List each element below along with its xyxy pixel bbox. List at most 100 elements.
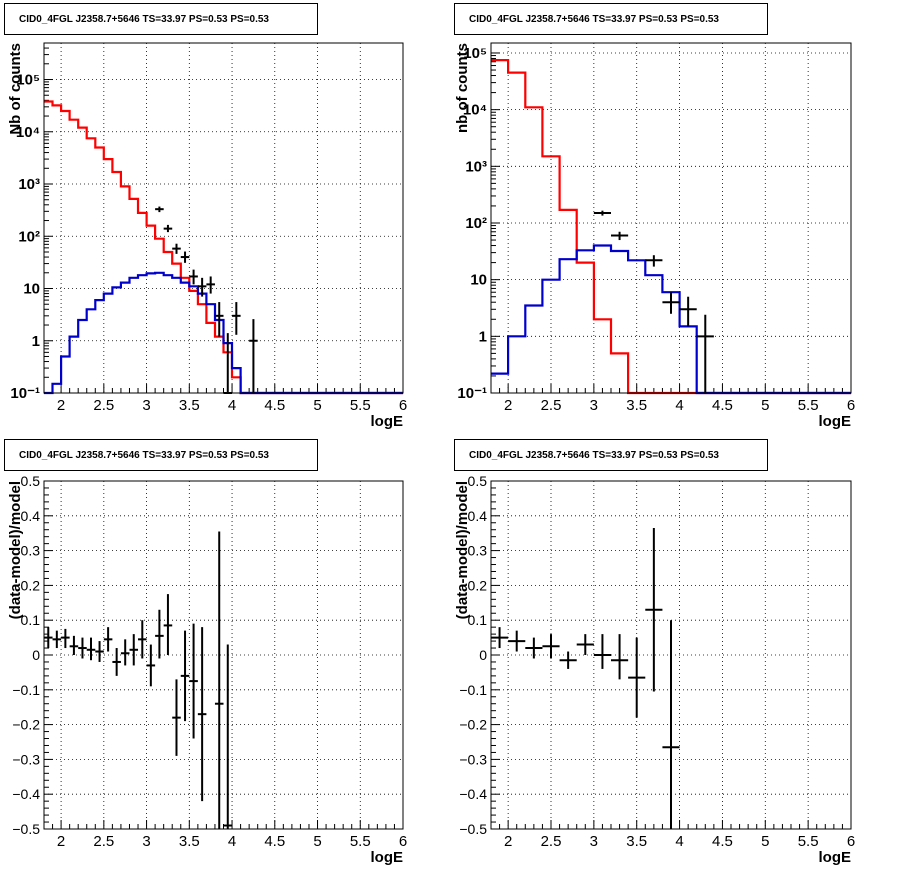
y-tick-label: 10⁵ <box>463 45 487 62</box>
plot-frame <box>490 480 852 830</box>
y-tick-label: −0.2 <box>459 717 487 733</box>
title-counts-right: CID0_4FGL J2358.7+5646 TS=33.97 PS=0.53 … <box>454 3 768 35</box>
y-axis-title: nb of counts <box>454 43 471 133</box>
data-point <box>95 641 104 662</box>
x-tick-label: 2.5 <box>541 397 562 414</box>
axis-ticks <box>43 42 404 394</box>
data-point <box>120 639 130 666</box>
data-point <box>189 269 198 285</box>
data-point <box>662 292 680 314</box>
y-tick-label: 0.4 <box>468 508 488 524</box>
y-tick-label: 0 <box>479 647 487 663</box>
y-axis-title: (data-model)/model <box>454 481 471 619</box>
x-tick-label: 2.5 <box>93 397 114 414</box>
x-tick-label: 2 <box>504 833 512 850</box>
data-point <box>611 634 629 680</box>
y-tick-label: 10 <box>23 281 40 298</box>
data-point <box>525 637 543 659</box>
y-tick-label: 0.4 <box>21 508 41 524</box>
data-point <box>593 634 611 669</box>
data-point <box>180 251 190 263</box>
x-axis-title: logE <box>819 849 852 866</box>
data-points <box>593 210 714 393</box>
data-point <box>576 634 594 655</box>
y-tick-label: −0.5 <box>12 821 40 837</box>
y-tick-label: 10⁴ <box>463 102 487 119</box>
y-tick-label: −0.4 <box>12 786 40 802</box>
x-tick-label: 5.5 <box>798 833 819 850</box>
x-tick-label: 6 <box>847 397 855 414</box>
panel-residuals-left: 2 2.5 3 3.5 4 4.5 5 5.5 6 −0.5 −0.4 −0.3 −0.2 −0.1 0 0.… <box>7 473 407 866</box>
y-tick-label: 10⁴ <box>16 124 40 141</box>
y-tick-label: 0.1 <box>21 612 41 628</box>
x-axis-title: logE <box>371 413 404 430</box>
data-point <box>645 255 663 267</box>
plot-area <box>491 43 851 393</box>
x-tick-label: 4 <box>675 397 683 414</box>
plot-frame <box>490 42 852 394</box>
x-tick-label: 6 <box>847 833 855 850</box>
x-tick-label: 3.5 <box>179 397 200 414</box>
data-point <box>197 627 207 802</box>
panel-counts-left: 2 2.5 3 3.5 4 4.5 5 5.5 6 10⁻¹ 1 10 10² 10³ 10⁴ 10⁵ logE… <box>7 42 407 430</box>
data-point <box>155 609 164 659</box>
plot-area <box>44 481 403 829</box>
x-tick-label: 4.5 <box>712 397 733 414</box>
data-point <box>86 637 96 661</box>
y-tick-label: 10⁻¹ <box>457 385 487 402</box>
data-point <box>78 637 87 659</box>
x-tick-label: 2 <box>504 397 512 414</box>
x-tick-label: 3 <box>590 397 598 414</box>
x-tick-label: 5 <box>313 833 321 850</box>
x-tick-label: 4 <box>228 397 236 414</box>
data-points <box>491 527 680 829</box>
x-tick-label: 6 <box>399 397 407 414</box>
title-counts-left: CID0_4FGL J2358.7+5646 TS=33.97 PS=0.53 … <box>4 3 318 35</box>
data-point <box>52 630 62 649</box>
data-point <box>138 620 147 659</box>
y-tick-label: 0.5 <box>21 473 41 489</box>
x-tick-label: 3 <box>142 397 150 414</box>
y-tick-label: 0.1 <box>468 612 488 628</box>
data-point <box>696 314 714 393</box>
y-tick-label: 10⁻¹ <box>10 385 40 402</box>
y-tick-label: 0.3 <box>468 543 488 559</box>
y-tick-label: −0.1 <box>12 682 40 698</box>
data-point <box>112 648 121 676</box>
y-tick-label: −0.4 <box>459 786 487 802</box>
y-tick-label: −0.1 <box>459 682 487 698</box>
x-axis-title: logE <box>371 849 404 866</box>
y-tick-label: 10 <box>470 272 487 289</box>
y-tick-label: 1 <box>479 328 487 345</box>
y-tick-label: −0.3 <box>12 751 40 767</box>
axis-ticks <box>43 480 404 830</box>
y-tick-label: 0.2 <box>468 577 488 593</box>
y-tick-label: 1 <box>32 333 40 350</box>
y-tick-label: 0.2 <box>21 577 41 593</box>
y-tick-label: −0.2 <box>12 717 40 733</box>
y-tick-label: 10² <box>18 228 40 245</box>
data-point <box>508 630 526 652</box>
x-tick-label: 4 <box>228 833 236 850</box>
title-residuals-right: CID0_4FGL J2358.7+5646 TS=33.97 PS=0.53 … <box>454 439 768 471</box>
x-tick-label: 4.5 <box>264 833 285 850</box>
plot-frame <box>43 480 404 830</box>
data-point <box>189 623 198 739</box>
x-tick-label: 5.5 <box>350 397 371 414</box>
y-tick-label: 0.5 <box>468 473 488 489</box>
y-axis-title: (data-model)/model <box>7 481 24 619</box>
data-point <box>679 296 697 327</box>
panel-counts-right: 2 2.5 3 3.5 4 4.5 5 5.5 6 10⁻¹ 1 10 10² 10³ 10⁴ 10⁵ logE… <box>454 42 855 430</box>
data-point <box>61 628 70 649</box>
y-tick-label: 0.3 <box>21 543 41 559</box>
x-tick-label: 3.5 <box>626 833 647 850</box>
x-tick-label: 2 <box>57 397 65 414</box>
y-tick-label: −0.5 <box>459 821 487 837</box>
data-point <box>172 679 181 756</box>
x-tick-label: 3 <box>590 833 598 850</box>
data-point <box>542 634 560 659</box>
data-point <box>645 527 663 692</box>
y-tick-label: −0.3 <box>459 751 487 767</box>
data-point <box>223 644 233 829</box>
y-tick-label: 0 <box>32 647 40 663</box>
